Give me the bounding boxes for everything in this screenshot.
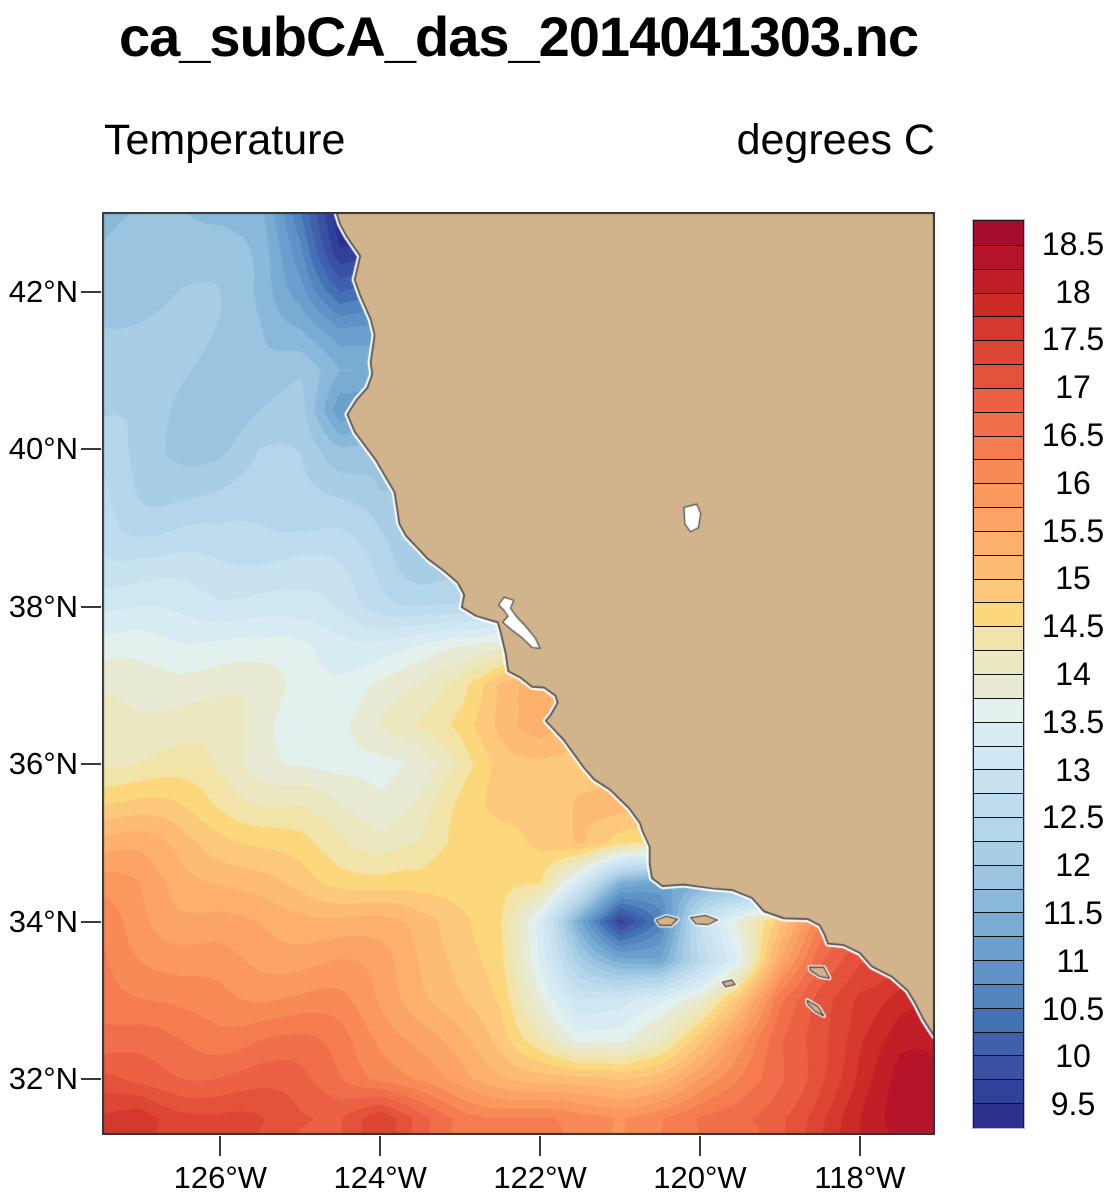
colorbar-cell xyxy=(974,244,1023,270)
colorbar-tick-label: 14 xyxy=(1055,656,1091,692)
lon-tick-mark xyxy=(698,1136,701,1156)
colorbar-cell xyxy=(974,960,1023,985)
temperature-colorbar xyxy=(973,220,1024,1128)
lat-tick-mark xyxy=(81,448,101,451)
colorbar-tick-label: 18 xyxy=(1055,273,1091,310)
lat-tick-label: 42°N xyxy=(8,273,78,309)
colorbar-cell xyxy=(974,1031,1023,1057)
colorbar-cell xyxy=(974,650,1023,675)
colorbar-cell xyxy=(974,745,1023,771)
colorbar-cell xyxy=(974,1103,1023,1128)
colorbar-tick-label: 9.5 xyxy=(1050,1086,1096,1123)
page-title: ca_subCA_das_2014041303.nc xyxy=(118,5,919,68)
lat-tick-mark xyxy=(81,920,101,923)
lon-tick-mark xyxy=(379,1136,382,1156)
colorbar-cell xyxy=(974,840,1023,866)
sst-map-canvas xyxy=(102,212,935,1135)
colorbar-cell xyxy=(974,483,1023,509)
colorbar-tick-label: 16.5 xyxy=(1041,417,1105,454)
units-title: degrees C xyxy=(736,116,935,164)
colorbar-cell xyxy=(974,793,1023,819)
colorbar-tick-label: 10.5 xyxy=(1041,990,1105,1027)
colorbar-cell xyxy=(974,1055,1023,1081)
colorbar-tick-label: 16 xyxy=(1055,464,1091,501)
colorbar-cell xyxy=(974,340,1023,366)
colorbar-cell xyxy=(974,411,1023,437)
colorbar-cell xyxy=(974,554,1023,580)
colorbar-cell xyxy=(974,697,1023,723)
colorbar-tick-label: 17.5 xyxy=(1041,321,1105,358)
colorbar-cell xyxy=(974,912,1023,938)
colorbar-tick-label: 14.5 xyxy=(1041,608,1105,645)
colorbar-tick-label: 11 xyxy=(1056,942,1090,979)
colorbar-cell xyxy=(974,817,1023,842)
map-plot-area xyxy=(102,212,935,1135)
colorbar-cell xyxy=(974,221,1023,246)
colorbar-tick-label: 13.5 xyxy=(1041,703,1105,740)
lon-tick-label: 118°W xyxy=(814,1160,906,1195)
colorbar-cell xyxy=(974,769,1023,795)
lat-tick-label: 32°N xyxy=(8,1061,78,1097)
colorbar-tick-label: 17 xyxy=(1055,369,1091,406)
colorbar-cell xyxy=(974,316,1023,342)
lon-tick-label: 120°W xyxy=(653,1160,747,1195)
colorbar-cell xyxy=(974,435,1023,461)
colorbar-cell xyxy=(974,674,1023,699)
colorbar-cell xyxy=(974,459,1023,485)
colorbar-tick-label: 10 xyxy=(1055,1038,1091,1075)
colorbar-cell xyxy=(974,364,1023,389)
lon-tick-label: 122°W xyxy=(493,1160,587,1195)
colorbar-tick-label: 15 xyxy=(1055,560,1091,597)
lat-tick-mark xyxy=(81,290,101,293)
lat-tick-mark xyxy=(81,1078,101,1081)
variable-title: Temperature xyxy=(104,116,346,164)
colorbar-cell xyxy=(974,578,1023,604)
colorbar-cell xyxy=(974,1007,1023,1033)
lon-tick-label: 124°W xyxy=(333,1160,427,1195)
colorbar-tick-label: 15.5 xyxy=(1041,512,1105,549)
colorbar-cell xyxy=(974,507,1023,532)
colorbar-cell xyxy=(974,387,1023,413)
lat-tick-label: 38°N xyxy=(8,588,78,624)
lat-tick-label: 36°N xyxy=(8,746,78,782)
colorbar-tick-label: 18.5 xyxy=(1041,225,1105,262)
colorbar-cell xyxy=(974,268,1023,294)
lat-tick-mark xyxy=(81,763,101,766)
colorbar-cell xyxy=(974,530,1023,556)
lon-tick-mark xyxy=(219,1136,222,1156)
colorbar-cell xyxy=(974,888,1023,914)
lon-tick-label: 126°W xyxy=(173,1160,267,1195)
lat-tick-label: 34°N xyxy=(8,903,78,939)
colorbar-cell xyxy=(974,292,1023,318)
colorbar-cell xyxy=(974,626,1023,652)
colorbar-cell xyxy=(974,1079,1023,1105)
colorbar-tick-label: 11.5 xyxy=(1043,894,1103,931)
colorbar-tick-label: 13 xyxy=(1055,751,1091,788)
colorbar-cell xyxy=(974,602,1023,628)
lat-tick-mark xyxy=(81,605,101,608)
colorbar-cell xyxy=(974,721,1023,747)
colorbar-cell xyxy=(974,983,1023,1009)
colorbar-cell xyxy=(974,864,1023,890)
lat-tick-label: 40°N xyxy=(8,431,78,467)
colorbar-tick-label: 12 xyxy=(1055,847,1091,884)
lon-tick-mark xyxy=(539,1136,542,1156)
lon-tick-mark xyxy=(858,1136,861,1156)
colorbar-tick-label: 12.5 xyxy=(1041,799,1105,836)
colorbar-cell xyxy=(974,936,1023,962)
